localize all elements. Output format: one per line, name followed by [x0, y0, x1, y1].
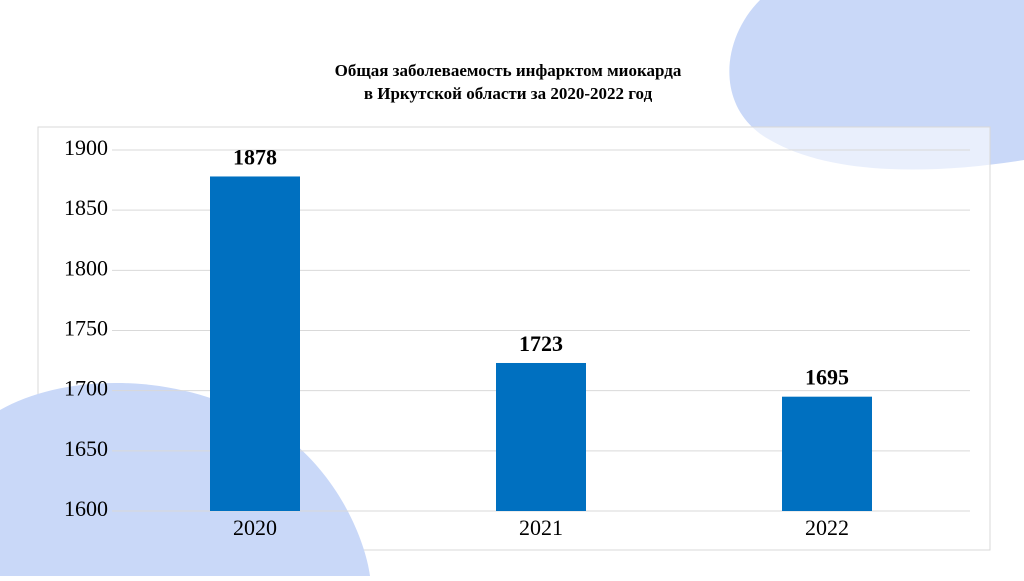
data-label: 1695 — [805, 365, 849, 390]
y-tick-label: 1800 — [64, 255, 108, 280]
x-tick-label: 2021 — [519, 515, 563, 540]
bar — [210, 176, 300, 511]
y-tick-label: 1650 — [64, 436, 108, 461]
y-tick-label: 1700 — [64, 376, 108, 401]
data-label: 1878 — [233, 145, 277, 170]
bar — [496, 362, 586, 511]
y-tick-label: 1600 — [64, 496, 108, 521]
bar — [782, 396, 872, 511]
chart-title: Общая заболеваемость инфарктом миокарда — [335, 61, 682, 80]
x-tick-label: 2020 — [233, 515, 277, 540]
y-tick-label: 1850 — [64, 195, 108, 220]
x-tick-label: 2022 — [805, 515, 849, 540]
y-tick-label: 1750 — [64, 316, 108, 341]
y-tick-label: 1900 — [64, 135, 108, 160]
data-label: 1723 — [519, 331, 563, 356]
chart-title: в Иркутской области за 2020-2022 год — [364, 84, 653, 103]
